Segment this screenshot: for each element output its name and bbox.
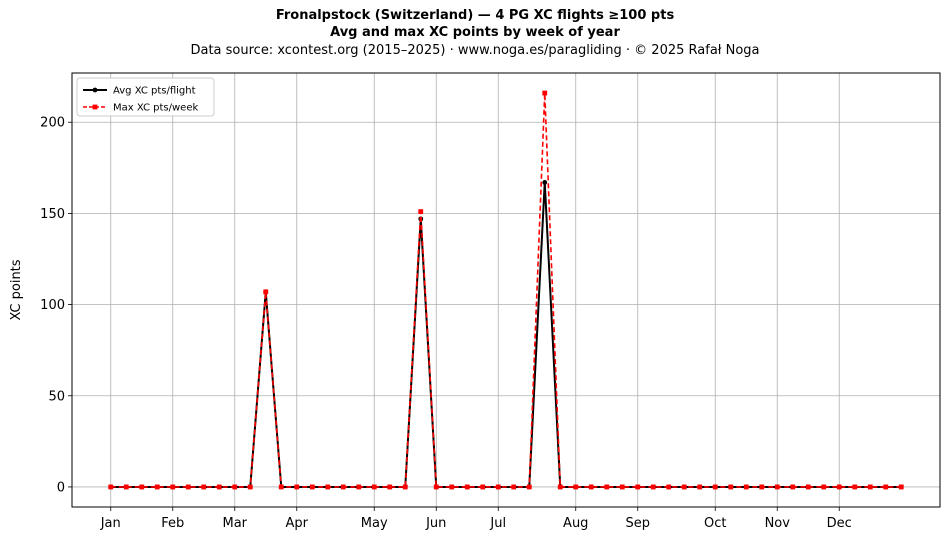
- data-point: [247, 484, 253, 490]
- data-point: [542, 180, 548, 185]
- data-point: [480, 484, 486, 490]
- x-tick-label: Nov: [765, 516, 791, 531]
- series-line-2: [110, 92, 902, 488]
- chart-subtitle: Avg and max XC points by week of year: [330, 25, 620, 40]
- data-point: [898, 484, 904, 490]
- data-point: [728, 484, 734, 490]
- data-point: [743, 484, 749, 490]
- x-tick-label: Aug: [563, 516, 588, 531]
- y-tick-label: 200: [40, 116, 65, 131]
- x-tick-label: Mar: [222, 516, 247, 531]
- data-point: [759, 484, 765, 490]
- data-point: [170, 484, 176, 490]
- data-point: [418, 209, 424, 214]
- y-tick-label: 0: [57, 480, 65, 495]
- data-point: [836, 484, 842, 490]
- data-point: [232, 484, 238, 490]
- data-point: [542, 90, 548, 96]
- x-tick-label: Jan: [100, 516, 121, 531]
- data-point: [325, 484, 331, 490]
- axes-layer: 0 50 100 150 200 Jan Feb Mar Apr May Jun Jul Aug Sep O…: [40, 116, 852, 531]
- data-point: [294, 484, 300, 490]
- data-point: [604, 484, 610, 490]
- plot-frame: [71, 72, 941, 508]
- data-point: [108, 484, 114, 490]
- data-point: [154, 484, 160, 490]
- data-point: [821, 484, 827, 490]
- data-point: [774, 484, 780, 490]
- data-point: [340, 484, 346, 490]
- x-tick-label: Feb: [161, 516, 184, 531]
- y-tick-label: 50: [48, 389, 65, 404]
- data-point: [495, 484, 501, 490]
- data-point: [356, 484, 362, 490]
- data-point: [666, 484, 672, 490]
- legend-label: Avg XC pts/flight: [113, 86, 196, 97]
- data-point: [681, 484, 687, 490]
- data-point: [619, 484, 625, 490]
- data-point: [371, 484, 377, 490]
- data-point: [852, 484, 858, 490]
- data-point: [123, 484, 129, 490]
- data-point: [588, 484, 594, 490]
- data-point: [201, 484, 207, 490]
- data-point: [139, 484, 145, 490]
- x-tick-label: May: [361, 516, 388, 531]
- data-point: [278, 484, 284, 490]
- data-point: [526, 484, 532, 490]
- data-point: [650, 484, 656, 490]
- x-tick-label: Oct: [704, 516, 726, 531]
- legend-marker: [92, 87, 98, 93]
- series-layer: [108, 90, 904, 490]
- data-point: [712, 484, 718, 490]
- legend: Avg XC pts/flight Max XC pts/week: [76, 77, 215, 117]
- data-point: [805, 484, 811, 490]
- data-point: [449, 484, 455, 490]
- y-tick-label: 100: [40, 298, 65, 313]
- data-point: [573, 484, 579, 490]
- x-tick-label: Jun: [425, 516, 446, 531]
- data-point: [433, 484, 439, 490]
- x-tick-label: Apr: [286, 516, 309, 531]
- data-point: [697, 484, 703, 490]
- data-point: [402, 484, 408, 490]
- source-note: Data source: xcontest.org (2015–2025) · …: [190, 43, 760, 58]
- data-point: [464, 484, 470, 490]
- legend-label: Max XC pts/week: [113, 103, 198, 114]
- data-point: [185, 484, 191, 490]
- data-point: [635, 484, 641, 490]
- legend-marker: [92, 104, 98, 110]
- data-point: [387, 484, 393, 490]
- data-point: [216, 484, 222, 490]
- series-line-1: [110, 181, 902, 488]
- x-tick-label: Jul: [489, 516, 506, 531]
- data-point: [790, 484, 796, 490]
- data-point: [309, 484, 315, 490]
- data-point: [557, 484, 563, 490]
- grid-lines: [72, 73, 940, 507]
- data-point: [883, 484, 889, 490]
- legend-box: [76, 77, 215, 117]
- x-tick-label: Dec: [827, 516, 852, 531]
- x-tick-label: Sep: [625, 516, 650, 531]
- y-axis-label: XC points: [9, 259, 24, 320]
- chart-title: Fronalpstock (Switzerland) — 4 PG XC fli…: [275, 8, 675, 23]
- data-point: [511, 484, 517, 490]
- data-point: [263, 289, 269, 295]
- data-point: [867, 484, 873, 490]
- y-tick-label: 150: [40, 207, 65, 222]
